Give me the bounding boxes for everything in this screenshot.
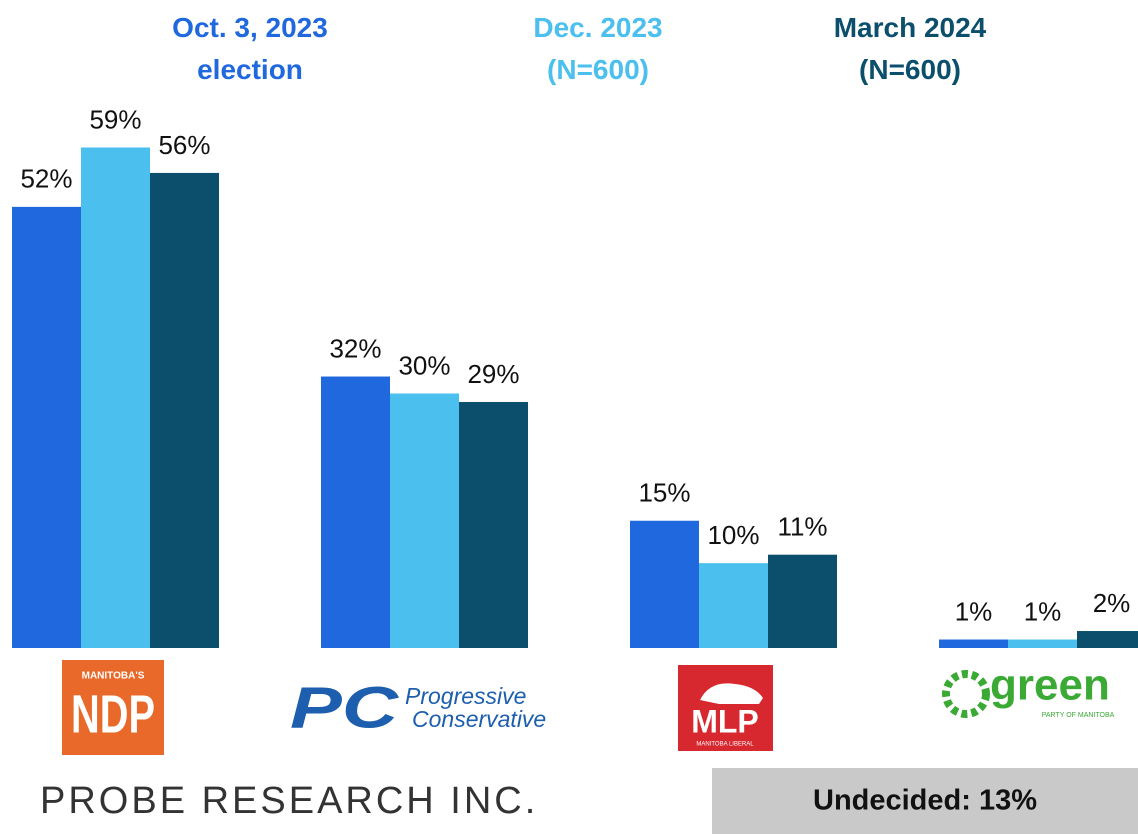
mlp-logo <box>678 665 773 751</box>
value-label: 1% <box>1024 596 1062 626</box>
logo-name: MLP <box>691 703 759 739</box>
legend-line: (N=600) <box>547 54 649 85</box>
green-emblem <box>942 670 990 718</box>
legend-line: (N=600) <box>859 54 961 85</box>
bar <box>321 376 390 648</box>
value-label: 2% <box>1093 588 1131 618</box>
bar <box>12 206 81 648</box>
bar <box>81 147 150 648</box>
undecided-box <box>712 768 1138 834</box>
undecided-label: Undecided: 13% <box>813 785 1037 817</box>
value-label: 32% <box>329 333 381 363</box>
legend-line: March 2024 <box>834 12 987 43</box>
logo-name: green <box>990 661 1110 710</box>
ndp-logo <box>62 660 164 755</box>
logo-text: Progressive <box>405 683 526 709</box>
bison <box>700 683 763 704</box>
legend-entry: Oct. 3, 2023 election <box>172 12 328 85</box>
value-label: 15% <box>638 478 690 508</box>
logo-text: Conservative <box>412 706 546 732</box>
bar <box>150 172 219 648</box>
bar <box>1008 639 1077 648</box>
legend-line: Dec. 2023 <box>533 12 662 43</box>
value-label: 10% <box>707 520 759 550</box>
bar <box>939 639 1008 648</box>
value-label: 52% <box>20 164 72 194</box>
value-label: 1% <box>955 596 993 626</box>
legend-entry: Dec. 2023 (N=600) <box>533 12 662 85</box>
bar <box>1077 631 1138 648</box>
value-label: 29% <box>467 359 519 389</box>
bar <box>630 520 699 648</box>
bar <box>459 401 528 648</box>
bar <box>699 563 768 648</box>
value-label: 56% <box>158 130 210 160</box>
legend-line: Oct. 3, 2023 <box>172 12 328 43</box>
bar <box>768 554 837 648</box>
logo-name: NDP <box>71 684 155 744</box>
logo-text: MANITOBA LIBERAL <box>696 742 754 748</box>
logo-text: MANITOBA'S <box>82 671 145 682</box>
legend-entry: March 2024 (N=600) <box>834 12 987 85</box>
value-label: 11% <box>777 512 827 542</box>
value-label: 59% <box>89 104 141 134</box>
logo-text: PARTY OF MANITOBA <box>1042 712 1115 719</box>
brand: PROBE RESEARCH INC. <box>40 780 538 822</box>
value-label: 30% <box>398 350 450 380</box>
legend-line: election <box>197 54 303 85</box>
bar <box>390 393 459 648</box>
logo-name: PC <box>290 675 399 740</box>
